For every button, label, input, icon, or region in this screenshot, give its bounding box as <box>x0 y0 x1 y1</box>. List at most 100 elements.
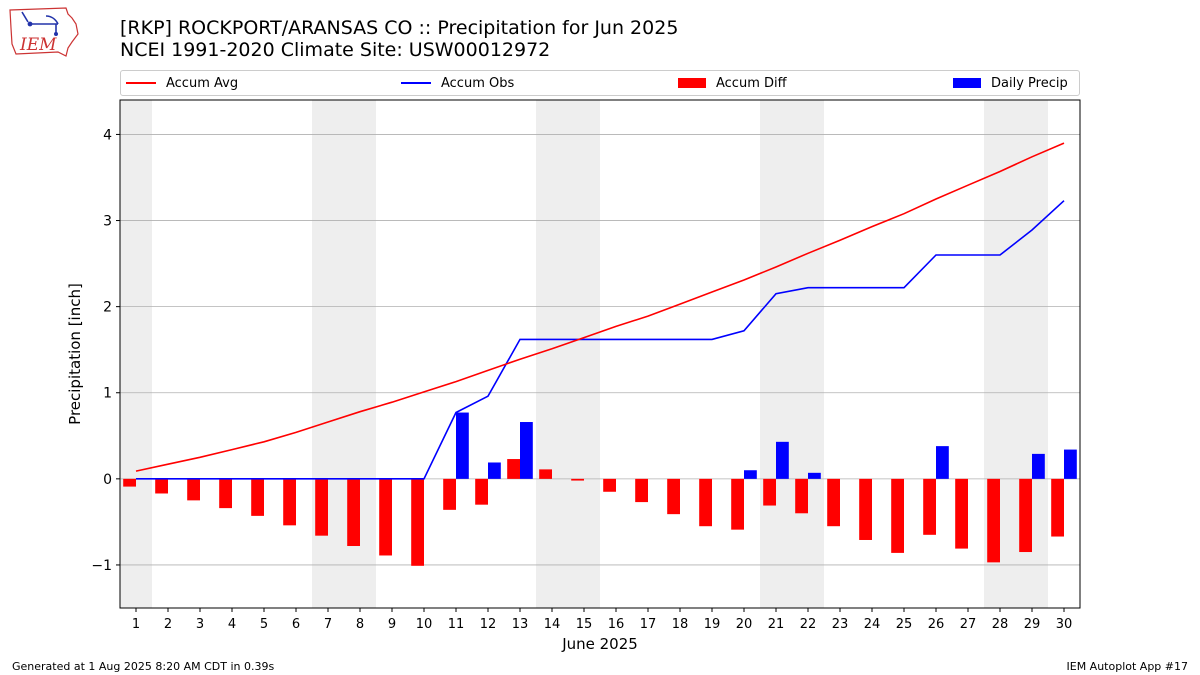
iem-logo: IEM <box>9 7 79 57</box>
footer-app: IEM Autoplot App #17 <box>1066 660 1189 673</box>
y-tick-label: −1 <box>91 558 112 574</box>
x-tick-label: 11 <box>448 617 465 632</box>
x-tick-label: 19 <box>704 617 721 632</box>
accum-diff-bar <box>123 478 136 487</box>
daily-precip-bar <box>936 446 949 479</box>
x-tick-label: 1 <box>132 617 140 632</box>
weekend-shade <box>1016 100 1048 608</box>
accum-obs-line <box>136 200 1065 480</box>
daily-precip-bar <box>488 462 501 479</box>
daily-precip-bar <box>808 472 821 479</box>
legend-label-accum-obs: Accum Obs <box>441 75 515 91</box>
legend: Accum Avg Accum Obs Accum Diff Daily Pre… <box>120 70 1080 96</box>
y-tick-label: 4 <box>103 127 112 143</box>
accum-diff-bar <box>1051 478 1064 537</box>
accum-diff-bar <box>571 478 584 481</box>
accum-diff-bar <box>1019 478 1032 553</box>
weekend-shade <box>792 100 824 608</box>
accum-diff-bar <box>827 478 840 527</box>
daily-precip-bar <box>1032 453 1045 479</box>
chart-title: [RKP] ROCKPORT/ARANSAS CO :: Precipitati… <box>120 17 679 39</box>
x-tick-label: 29 <box>1024 617 1041 632</box>
x-tick-label: 27 <box>960 617 977 632</box>
legend-item-accum-diff: Accum Diff <box>678 71 787 95</box>
plot-frame <box>119 99 1081 609</box>
x-tick-label: 13 <box>512 617 529 632</box>
accum-diff-bar <box>603 478 616 492</box>
legend-swatch-accum-obs <box>401 82 431 84</box>
accum-diff-bar <box>475 478 488 505</box>
legend-swatch-accum-diff <box>678 78 706 88</box>
x-tick-label: 28 <box>992 617 1009 632</box>
accum-diff-bar <box>251 478 264 516</box>
accum-diff-bar <box>699 478 712 527</box>
accum-diff-bar <box>539 469 552 479</box>
x-tick-label: 17 <box>640 617 657 632</box>
accum-diff-bar <box>411 478 424 566</box>
x-tick-label: 24 <box>864 617 881 632</box>
legend-item-daily-precip: Daily Precip <box>953 71 1068 95</box>
legend-label-daily-precip: Daily Precip <box>991 75 1068 91</box>
daily-precip-bar <box>456 412 469 479</box>
x-tick-label: 22 <box>800 617 817 632</box>
weekend-shade <box>536 100 568 608</box>
x-tick-label: 14 <box>544 617 561 632</box>
weekend-shade <box>984 100 1016 608</box>
x-axis-label: June 2025 <box>561 635 638 653</box>
x-tick-label: 3 <box>196 617 204 632</box>
x-tick-label: 20 <box>736 617 753 632</box>
accum-diff-bar <box>315 478 328 536</box>
x-tick-label: 4 <box>228 617 236 632</box>
accum-diff-bar <box>443 478 456 510</box>
daily-precip-bar <box>744 470 757 479</box>
y-tick-label: 2 <box>103 300 112 316</box>
accum-diff-bar <box>955 478 968 549</box>
weekend-shade <box>312 100 344 608</box>
footer-generated: Generated at 1 Aug 2025 8:20 AM CDT in 0… <box>12 660 275 673</box>
weekend-shade <box>760 100 792 608</box>
legend-item-accum-obs: Accum Obs <box>401 71 514 95</box>
x-tick-label: 26 <box>928 617 945 632</box>
x-tick-label: 5 <box>260 617 268 632</box>
accum-diff-bar <box>155 478 168 494</box>
accum-avg-line <box>135 142 1065 472</box>
legend-label-accum-diff: Accum Diff <box>716 75 787 91</box>
daily-precip-bar <box>520 422 533 479</box>
x-tick-label: 25 <box>896 617 913 632</box>
x-tick-label: 30 <box>1056 617 1073 632</box>
x-tick-label: 9 <box>388 617 396 632</box>
y-tick-label: 0 <box>103 472 112 488</box>
daily-precip-bar <box>776 441 789 479</box>
legend-item-accum-avg: Accum Avg <box>126 71 238 95</box>
y-tick-label: 1 <box>103 386 112 402</box>
accum-diff-bar <box>923 478 936 535</box>
y-axis-label: Precipitation [inch] <box>66 283 84 425</box>
accum-diff-bar <box>283 478 296 526</box>
x-tick-label: 15 <box>576 617 593 632</box>
weekend-shade <box>120 100 152 608</box>
x-tick-label: 2 <box>164 617 172 632</box>
accum-diff-bar <box>891 478 904 553</box>
chart-subtitle: NCEI 1991-2020 Climate Site: USW00012972 <box>120 39 551 61</box>
accum-diff-bar <box>187 478 200 501</box>
x-tick-label: 21 <box>768 617 785 632</box>
x-tick-label: 6 <box>292 617 300 632</box>
accum-diff-bar <box>731 478 744 530</box>
weekend-shade <box>568 100 600 608</box>
accum-diff-bar <box>379 478 392 556</box>
y-tick-label: 3 <box>103 214 112 230</box>
x-tick-label: 18 <box>672 617 689 632</box>
legend-swatch-accum-avg <box>126 82 156 84</box>
legend-label-accum-avg: Accum Avg <box>166 75 239 91</box>
x-tick-label: 10 <box>416 617 433 632</box>
x-tick-label: 8 <box>356 617 364 632</box>
x-tick-label: 23 <box>832 617 849 632</box>
logo-text: IEM <box>19 35 57 55</box>
accum-diff-bar <box>667 478 680 515</box>
x-tick-label: 16 <box>608 617 625 632</box>
accum-diff-bar <box>347 478 360 547</box>
accum-diff-bar <box>859 478 872 540</box>
accum-diff-bar <box>763 478 776 506</box>
daily-precip-bar <box>1064 449 1077 479</box>
